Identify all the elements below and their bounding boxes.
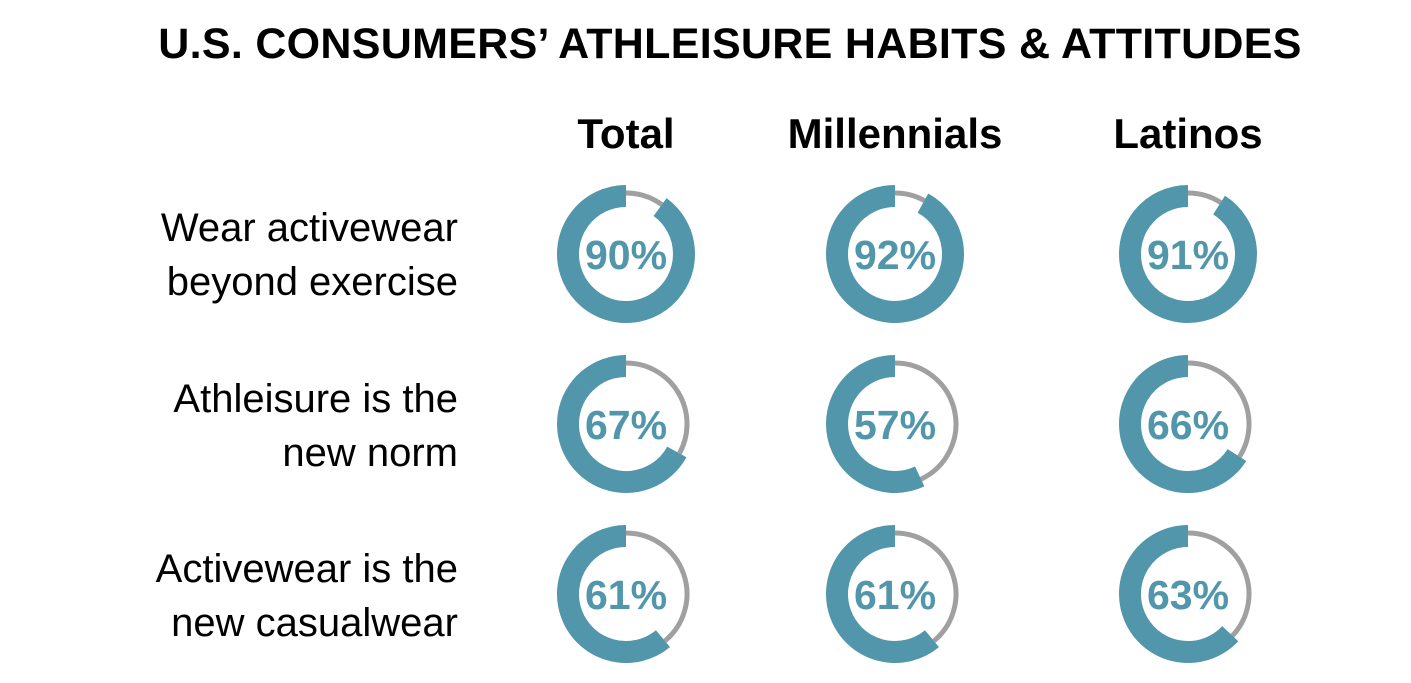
- donut-remainder-arc: [894, 530, 959, 643]
- donut-value-arc: [826, 355, 925, 493]
- donut-value-label: 57%: [854, 402, 936, 448]
- donut-value-arc: [826, 185, 964, 323]
- donut-1-2: 66%: [1119, 355, 1252, 493]
- donut-0-1: 92%: [826, 185, 964, 323]
- row-label-activewear-casualwear: Activewear is the new casualwear: [38, 542, 458, 650]
- donut-value-label: 92%: [854, 232, 936, 278]
- row-label-line: new norm: [282, 431, 458, 475]
- donut-remainder-arc: [625, 530, 690, 643]
- donut-remainder-arc: [625, 190, 664, 207]
- donut-value-label: 61%: [854, 572, 936, 618]
- row-label-line: new casualwear: [171, 601, 458, 645]
- column-header-latinos: Latinos: [1113, 110, 1263, 157]
- chart-title: U.S. CONSUMERS’ ATHLEISURE HABITS & ATTI…: [158, 20, 1302, 68]
- donut-value-arc: [1119, 185, 1257, 323]
- donut-2-2: 63%: [1119, 525, 1252, 663]
- donut-value-label: 63%: [1147, 572, 1229, 618]
- donut-value-label: 90%: [585, 232, 667, 278]
- donut-remainder-arc: [894, 190, 926, 203]
- donut-remainder-arc: [625, 360, 690, 455]
- donut-value-arc: [557, 525, 670, 663]
- donut-1-0: 67%: [557, 355, 690, 493]
- donut-remainder-arc: [1187, 360, 1252, 459]
- donut-value-label: 66%: [1147, 402, 1229, 448]
- row-label-athleisure-norm: Athleisure is the new norm: [38, 372, 458, 480]
- row-label-line: Wear activewear: [160, 206, 458, 250]
- donut-value-label: 67%: [585, 402, 667, 448]
- donut-0-2: 91%: [1119, 185, 1257, 323]
- donut-value-arc: [826, 525, 939, 663]
- donut-2-0: 61%: [557, 525, 690, 663]
- donut-value-arc: [1119, 355, 1247, 493]
- donut-remainder-arc: [1187, 530, 1252, 638]
- donut-2-1: 61%: [826, 525, 959, 663]
- donut-value-arc: [1119, 525, 1239, 663]
- donut-remainder-arc: [894, 360, 959, 482]
- donut-remainder-arc: [1187, 190, 1223, 205]
- donut-value-label: 91%: [1147, 232, 1229, 278]
- donut-value-label: 61%: [585, 572, 667, 618]
- column-header-millennials: Millennials: [787, 110, 1003, 157]
- row-label-line: Activewear is the: [155, 547, 458, 591]
- donut-value-arc: [557, 185, 695, 323]
- donut-0-0: 90%: [557, 185, 695, 323]
- row-label-wear-activewear: Wear activewear beyond exercise: [38, 201, 458, 309]
- row-label-line: beyond exercise: [166, 260, 458, 304]
- donut-1-1: 57%: [826, 355, 959, 493]
- donut-value-arc: [557, 355, 687, 493]
- column-header-total: Total: [577, 110, 675, 157]
- row-label-line: Athleisure is the: [173, 377, 458, 421]
